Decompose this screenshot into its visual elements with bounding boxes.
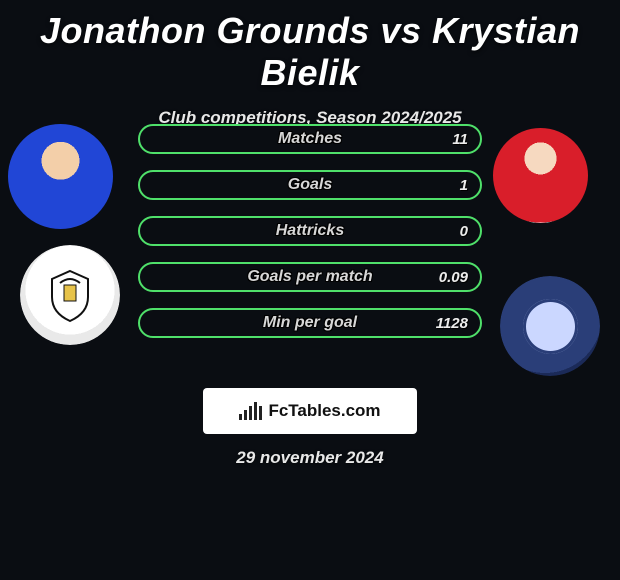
player-right-kit xyxy=(493,128,588,223)
stat-label: Min per goal xyxy=(140,314,480,332)
stat-value: 1 xyxy=(460,177,468,194)
stat-value: 11 xyxy=(452,131,468,148)
stat-row: Matches 11 xyxy=(138,124,482,154)
stat-row: Goals per match 0.09 xyxy=(138,262,482,292)
player-left-kit xyxy=(8,124,113,229)
generated-date: 29 november 2024 xyxy=(0,448,620,468)
stat-row: Goals 1 xyxy=(138,170,482,200)
stat-value: 0 xyxy=(460,223,468,240)
player-right-avatar xyxy=(493,128,588,223)
stat-label: Goals per match xyxy=(140,268,480,286)
brand-text: FcTables.com xyxy=(268,401,380,421)
club-right-crest xyxy=(500,276,600,376)
stat-label: Hattricks xyxy=(140,222,480,240)
stat-value: 1128 xyxy=(436,315,468,332)
page-title: Jonathon Grounds vs Krystian Bielik xyxy=(0,0,620,94)
player-left-avatar xyxy=(8,124,113,229)
stat-label: Matches xyxy=(140,130,480,148)
stat-row: Min per goal 1128 xyxy=(138,308,482,338)
stat-value: 0.09 xyxy=(439,269,468,286)
stat-row: Hattricks 0 xyxy=(138,216,482,246)
stat-label: Goals xyxy=(140,176,480,194)
brand-watermark: FcTables.com xyxy=(203,388,417,434)
globe-icon xyxy=(500,276,600,376)
shield-icon xyxy=(20,245,120,345)
bar-chart-icon xyxy=(239,402,262,420)
stats-list: Matches 11 Goals 1 Hattricks 0 Goals per… xyxy=(138,124,482,354)
club-left-crest xyxy=(20,245,120,345)
